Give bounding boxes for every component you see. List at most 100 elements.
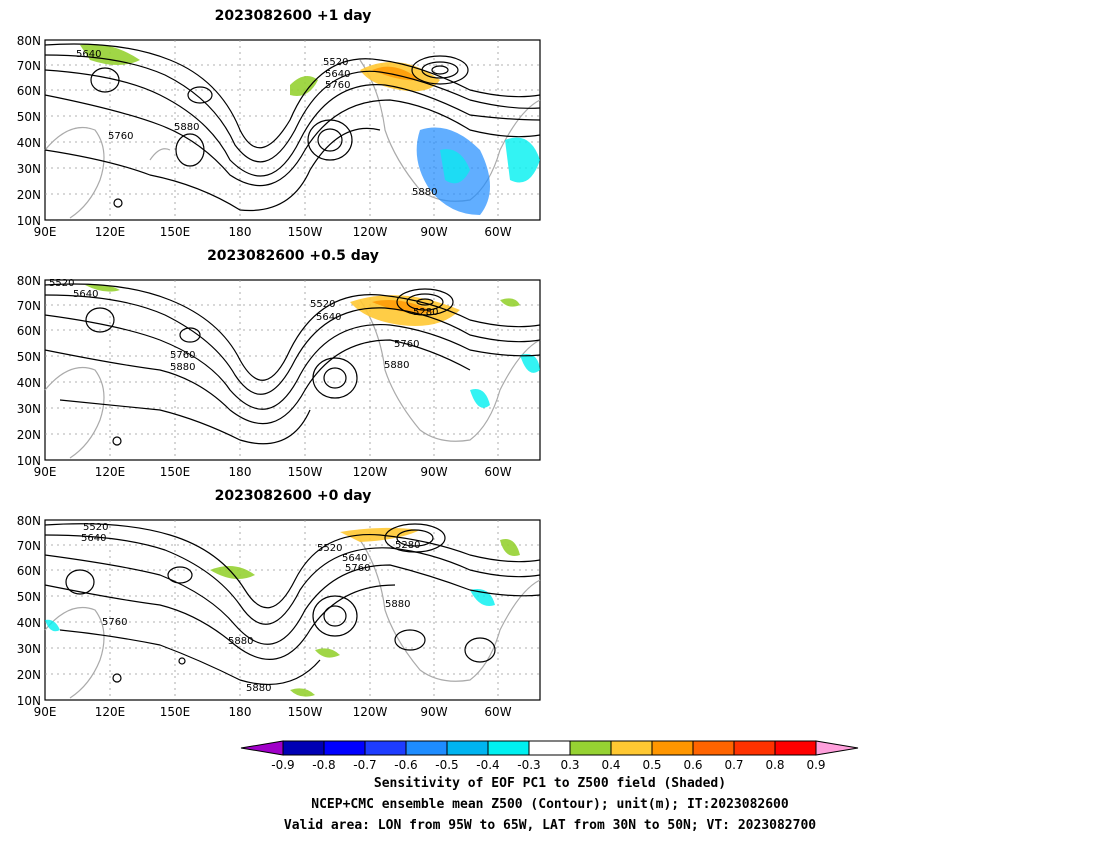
- lon-tick: 150E: [160, 705, 191, 719]
- lat-tick: 10N: [17, 454, 41, 468]
- contour-label: 5520: [317, 543, 342, 554]
- colorbar-tick-label: -0.6: [394, 758, 417, 772]
- z500-contours: [44, 523, 541, 686]
- gridlines: [45, 520, 540, 700]
- lon-tick: 150E: [160, 465, 191, 479]
- colorbar-tick-label: -0.5: [435, 758, 458, 772]
- colorbar-tick-label: 0.4: [601, 758, 620, 772]
- colorbar-swatch: [774, 740, 817, 756]
- colorbar-tick-label: -0.3: [517, 758, 540, 772]
- lon-tick: 90E: [34, 465, 57, 479]
- lat-tick: 50N: [17, 590, 41, 604]
- footer-line-2: NCEP+CMC ensemble mean Z500 (Contour); u…: [311, 797, 789, 812]
- contour-labels: 5520 5640 5520 5640 5280 5760 5880 5760 …: [49, 278, 438, 373]
- contour-label: 5520: [83, 522, 108, 533]
- lat-tick: 70N: [17, 299, 41, 313]
- colorbar-tick-label: 0.5: [642, 758, 661, 772]
- colorbar-swatch: [364, 740, 407, 756]
- lat-ticks: 10N 20N 30N 40N 50N 60N 70N 80N: [17, 514, 41, 708]
- contour-labels: 5640 5520 5640 5760 5760 5880 5880: [76, 49, 437, 198]
- contour-label: 5640: [316, 312, 341, 323]
- lat-tick: 50N: [17, 350, 41, 364]
- colorbar: -0.9 -0.8 -0.7 -0.6 -0.5 -0.4 -0.3 0.3 0.4 0.5 0.6…: [240, 740, 859, 772]
- contour-label: 5280: [413, 307, 438, 318]
- contour-label: 5640: [325, 69, 350, 80]
- colorbar-tick-label: -0.4: [476, 758, 499, 772]
- lat-tick: 60N: [17, 84, 41, 98]
- lat-tick: 80N: [17, 274, 41, 288]
- lon-tick: 150W: [288, 705, 323, 719]
- lon-ticks: 90E 120E 150E 180 150W 120W 90W 60W: [34, 705, 512, 719]
- contour-label: 5760: [325, 80, 350, 91]
- lat-tick: 30N: [17, 162, 41, 176]
- lat-tick: 40N: [17, 376, 41, 390]
- contour-label: 5880: [228, 636, 253, 647]
- colorbar-swatch: [405, 740, 448, 756]
- z500-contours: [44, 283, 541, 446]
- colorbar-swatch: [651, 740, 694, 756]
- lon-tick: 90E: [34, 225, 57, 239]
- lat-tick: 20N: [17, 668, 41, 682]
- lon-tick: 60W: [484, 465, 511, 479]
- lon-tick: 120E: [95, 465, 126, 479]
- lon-tick: 90W: [420, 705, 447, 719]
- footer-line-3: Valid area: LON from 95W to 65W, LAT fro…: [283, 818, 817, 833]
- contour-label: 5520: [49, 278, 74, 289]
- colorbar-swatch: [815, 740, 859, 756]
- lon-ticks: 90E 120E 150E 180 150W 120W 90W 60W: [34, 465, 512, 479]
- lon-tick: 90E: [34, 705, 57, 719]
- contour-label: 5760: [345, 563, 370, 574]
- lat-tick: 70N: [17, 539, 41, 553]
- contour-label: 5880: [246, 683, 271, 694]
- contour-label: 5880: [412, 187, 437, 198]
- contour-label: 5760: [394, 339, 419, 350]
- contour-label: 5880: [384, 360, 409, 371]
- colorbar-swatches: [240, 740, 859, 756]
- contour-label: 5520: [310, 299, 335, 310]
- footer-line-1: Sensitivity of EOF PC1 to Z500 field (Sh…: [373, 776, 727, 791]
- lat-tick: 60N: [17, 564, 41, 578]
- colorbar-tick-label: 0.8: [765, 758, 784, 772]
- lat-tick: 80N: [17, 514, 41, 528]
- lon-tick: 150W: [288, 465, 323, 479]
- coastlines: [44, 299, 541, 459]
- colorbar-swatch: [528, 740, 571, 756]
- lon-tick: 90W: [420, 225, 447, 239]
- plot-area: 5520 5640 5520 5640 5280 5760 5880 5760 …: [44, 278, 541, 461]
- lat-tick: 20N: [17, 428, 41, 442]
- colorbar-swatch: [610, 740, 653, 756]
- lat-tick: 40N: [17, 136, 41, 150]
- colorbar-tick-label: 0.7: [724, 758, 743, 772]
- colorbar-tick-label: 0.9: [806, 758, 825, 772]
- lat-tick: 10N: [17, 214, 41, 228]
- colorbar-tick-label: -0.7: [353, 758, 376, 772]
- lon-tick: 180: [229, 705, 252, 719]
- lat-ticks: 10N 20N 30N 40N 50N 60N 70N 80N: [17, 34, 41, 228]
- lon-tick: 150E: [160, 225, 191, 239]
- lon-tick: 60W: [484, 705, 511, 719]
- colorbar-swatch: [692, 740, 735, 756]
- colorbar-swatch: [323, 740, 366, 756]
- map-panel-1: 2023082600 +1 day: [17, 8, 541, 239]
- lon-tick: 120W: [353, 465, 388, 479]
- lon-tick: 180: [229, 225, 252, 239]
- colorbar-ticks: -0.9 -0.8 -0.7 -0.6 -0.5 -0.4 -0.3 0.3 0.4 0.5 0.6…: [271, 758, 825, 772]
- panel-title: 2023082600 +0.5 day: [207, 248, 379, 264]
- lat-ticks: 10N 20N 30N 40N 50N 60N 70N 80N: [17, 274, 41, 468]
- lat-tick: 80N: [17, 34, 41, 48]
- lat-tick: 30N: [17, 402, 41, 416]
- sensitivity-shading: [80, 44, 540, 215]
- map-panel-3: 2023082600 +0 day: [17, 488, 541, 719]
- lon-ticks: 90E 120E 150E 180 150W 120W 90W 60W: [34, 225, 512, 239]
- colorbar-swatch: [446, 740, 489, 756]
- colorbar-tick-label: 0.3: [560, 758, 579, 772]
- colorbar-swatch: [240, 740, 284, 756]
- colorbar-swatch: [487, 740, 530, 756]
- z500-contours: [44, 43, 541, 212]
- contour-label: 5880: [385, 599, 410, 610]
- lon-tick: 90W: [420, 465, 447, 479]
- lon-tick: 120E: [95, 225, 126, 239]
- contour-label: 5760: [170, 350, 195, 361]
- contour-label: 5520: [323, 57, 348, 68]
- lat-tick: 70N: [17, 59, 41, 73]
